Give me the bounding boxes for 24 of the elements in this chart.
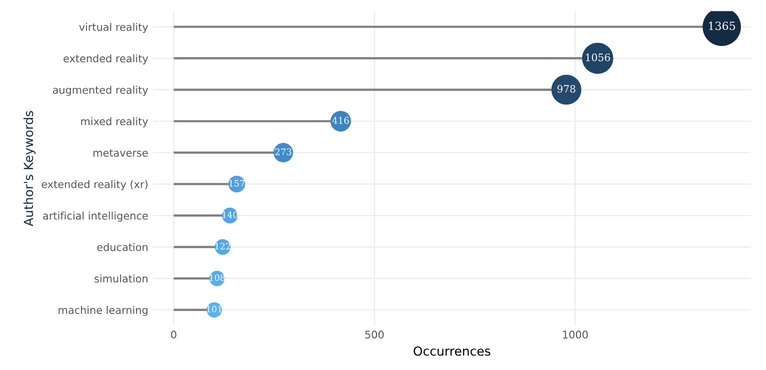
x-tick-label: 1000: [563, 330, 588, 339]
x-tick-label: 500: [365, 330, 384, 339]
y-tick-label: education: [97, 243, 148, 252]
data-label: 1365: [708, 22, 736, 30]
y-axis-title: Author's Keywords: [23, 111, 36, 226]
y-tick-label: augmented reality: [52, 86, 148, 96]
y-tick-label: mixed reality: [81, 117, 148, 128]
y-tick-label: extended reality: [64, 54, 148, 64]
y-tick-label: virtual reality: [79, 22, 148, 33]
x-axis-title: Occurrences: [414, 346, 490, 356]
data-label: 416: [332, 116, 349, 124]
data-label: 157: [229, 180, 245, 187]
data-label: 273: [275, 148, 292, 156]
data-label: 978: [557, 85, 576, 93]
y-tick-label: metaverse: [94, 149, 148, 157]
data-label: 101: [206, 306, 222, 312]
data-label: 140: [222, 211, 238, 218]
x-tick-label: 0: [171, 330, 176, 339]
y-tick-label: artificial intelligence: [43, 212, 148, 222]
y-tick-label: machine learning: [58, 306, 148, 316]
data-label: 1056: [586, 54, 610, 62]
y-tick-label: simulation: [94, 274, 148, 283]
data-label: 122: [215, 242, 230, 250]
y-tick-label: extended reality (xr): [42, 180, 148, 190]
